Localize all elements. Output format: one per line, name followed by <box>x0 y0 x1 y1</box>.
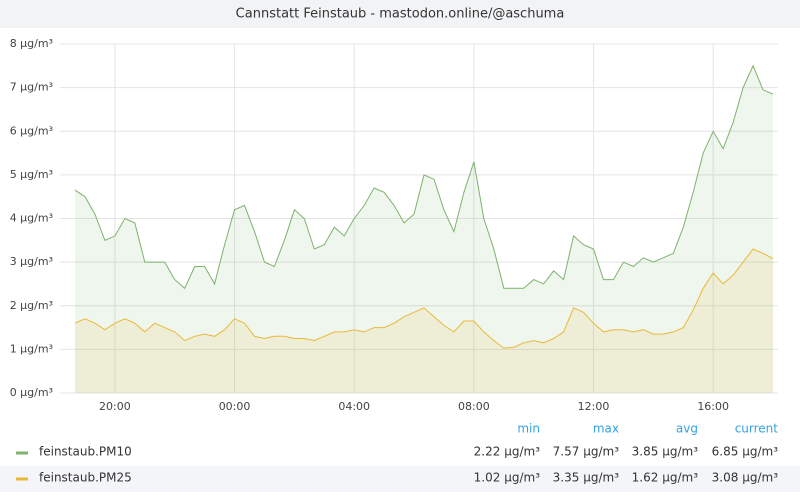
line <box>74 64 774 290</box>
y-tick-label: 8 µg/m³ <box>10 37 53 50</box>
legend-label: feinstaub.PM10 <box>39 445 132 459</box>
legend-value: 3.08 µg/m³ <box>712 471 779 485</box>
legend-value: 3.35 µg/m³ <box>553 471 620 485</box>
y-tick-label: 5 µg/m³ <box>10 168 53 181</box>
legend-value: 1.02 µg/m³ <box>474 471 541 485</box>
y-tick-label: 3 µg/m³ <box>10 255 53 268</box>
legend-value: 2.22 µg/m³ <box>474 445 541 459</box>
x-tick-label: 00:00 <box>219 400 251 413</box>
legend-row-bg <box>0 466 800 492</box>
x-tick-label: 20:00 <box>99 400 131 413</box>
legend-column-header: max <box>593 422 619 436</box>
x-tick-label: 04:00 <box>338 400 370 413</box>
area <box>75 249 773 393</box>
legend-column-header: min <box>517 422 540 436</box>
title-bar <box>0 0 800 28</box>
x-tick-label: 16:00 <box>697 400 729 413</box>
y-tick-label: 1 µg/m³ <box>10 342 53 355</box>
y-tick-label: 2 µg/m³ <box>10 299 53 312</box>
legend-value: 6.85 µg/m³ <box>712 445 779 459</box>
y-tick-label: 6 µg/m³ <box>10 124 53 137</box>
legend-column-header: current <box>735 422 779 436</box>
legend-value: 3.85 µg/m³ <box>632 445 699 459</box>
legend-column-header: avg <box>676 422 698 436</box>
x-tick-label: 12:00 <box>578 400 610 413</box>
legend: min max avg current feinstaub.PM10 2.22 µg/m³… <box>16 422 778 485</box>
plot <box>74 64 774 394</box>
chart-title: Cannstatt Feinstaub - mastodon.online/@a… <box>236 7 565 22</box>
x-tick-label: 08:00 <box>458 400 490 413</box>
area <box>75 65 773 394</box>
line <box>74 248 774 349</box>
grid: 0 µg/m³ 1 µg/m³ 2 µg/m³ 3 µg/m³ 4 µg/m³ 5 µg/… <box>10 37 778 413</box>
y-tick-label: 7 µg/m³ <box>10 81 53 94</box>
y-tick-label: 0 µg/m³ <box>10 386 53 399</box>
legend-value: 7.57 µg/m³ <box>553 445 620 459</box>
legend-value: 1.62 µg/m³ <box>632 471 699 485</box>
y-tick-label: 4 µg/m³ <box>10 212 53 225</box>
legend-label: feinstaub.PM25 <box>39 471 132 485</box>
